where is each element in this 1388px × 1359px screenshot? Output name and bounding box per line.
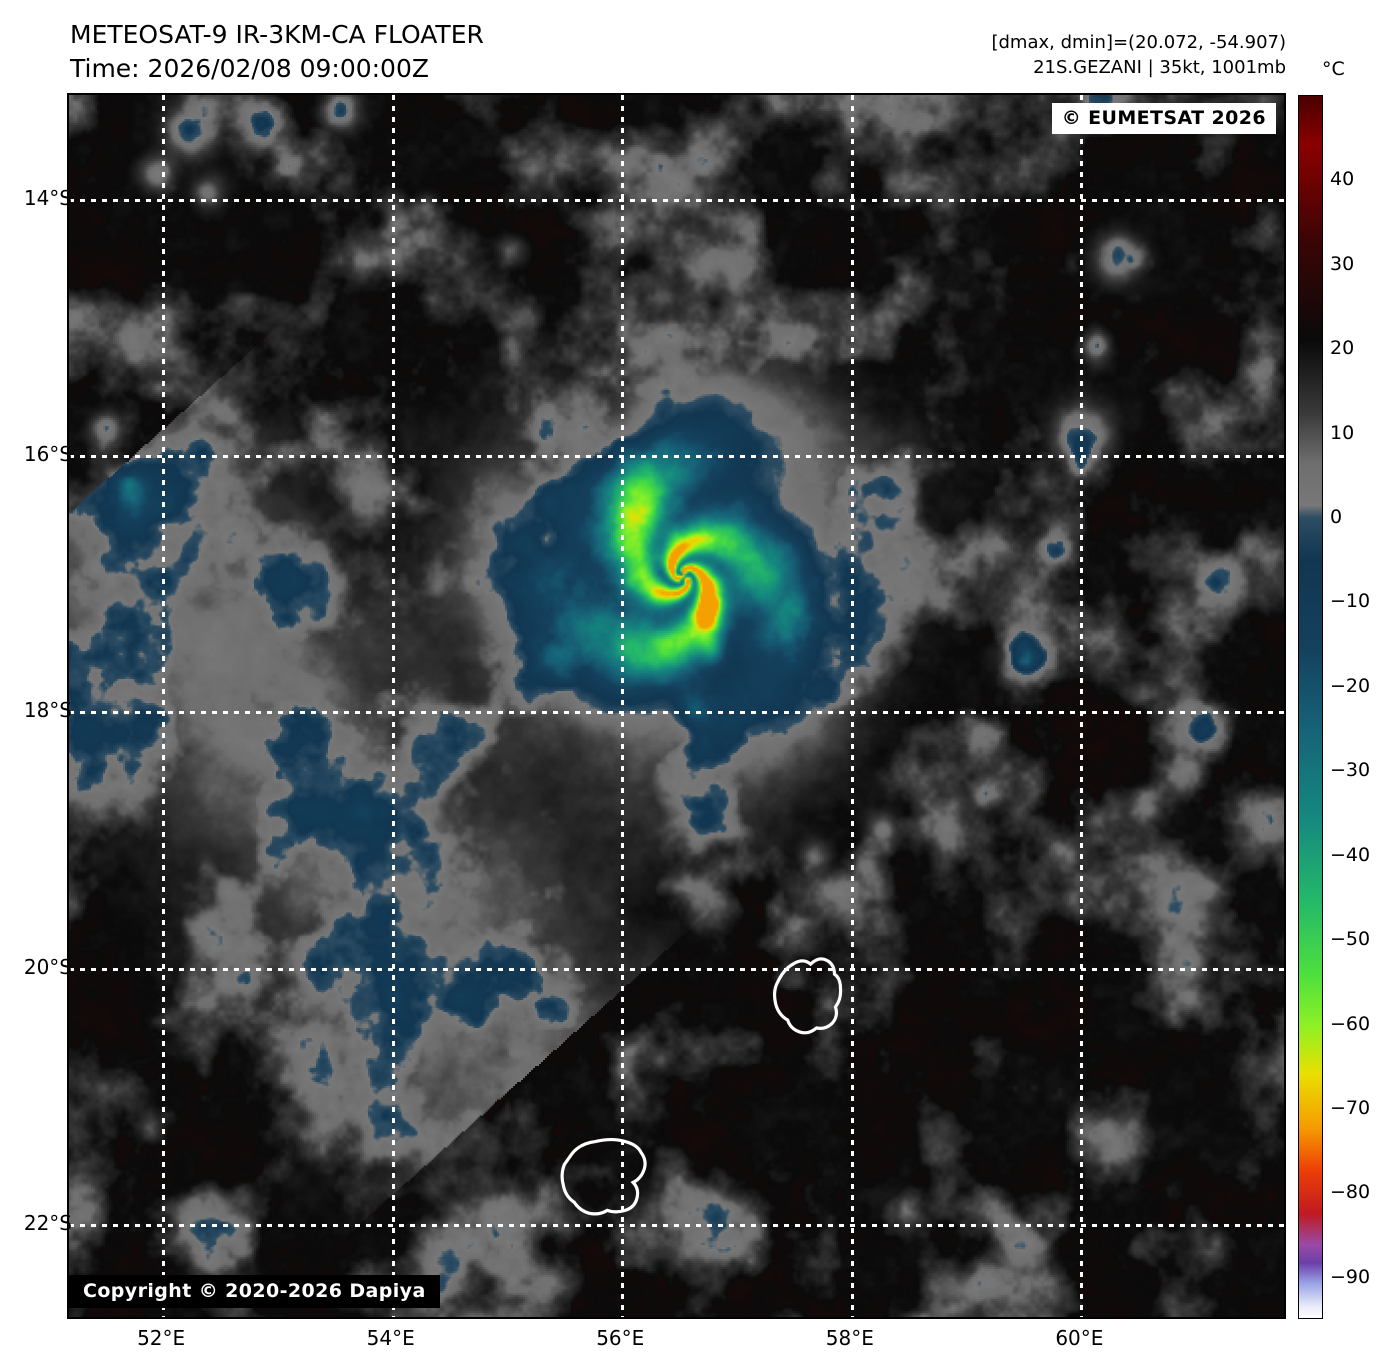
lon-tick-58: 58°E [825,1326,874,1350]
storm-info-label: 21S.GEZANI | 35kt, 1001mb [1033,57,1286,78]
metadata-block: [dmax, dmin]=(20.072, -54.907) 21S.GEZAN… [991,30,1286,80]
satellite-image-plot[interactable]: © EUMETSAT 2026 Copyright © 2020-2026 Da… [67,93,1286,1319]
page-title: METEOSAT-9 IR-3KM-CA FLOATER [70,20,484,49]
dmax-dmin-label: [dmax, dmin]=(20.072, -54.907) [991,32,1286,53]
island-outlines [560,957,843,1216]
lat-tick-18: 18°S [23,698,72,723]
colorbar-tick-neg90: −90 [1330,1265,1371,1288]
colorbar-tick-neg30: −30 [1330,759,1371,782]
colorbar-tick-neg20: −20 [1330,674,1371,697]
lon-tick-52: 52°E [137,1326,186,1350]
colorbar-tick-20: 20 [1330,337,1355,360]
eumetsat-copyright-badge: © EUMETSAT 2026 [1051,103,1276,134]
colorbar-tick-neg70: −70 [1330,1096,1371,1119]
colorbar-tick-neg50: −50 [1330,928,1371,951]
lon-tick-54: 54°E [366,1326,415,1350]
lat-tick-16: 16°S [23,442,72,467]
lon-tick-60: 60°E [1055,1326,1104,1350]
colorbar-tick-neg60: −60 [1330,1012,1371,1035]
colorbar-tick-0: 0 [1330,506,1343,529]
lat-tick-14: 14°S [23,186,72,211]
title-block: METEOSAT-9 IR-3KM-CA FLOATER Time: 2026/… [70,18,484,86]
colorbar-tick-30: 30 [1330,252,1355,275]
mauritius-outline [772,957,843,1035]
dapiya-copyright-badge: Copyright © 2020-2026 Dapiya [69,1275,440,1308]
colorbar-unit-label: °C [1322,58,1345,80]
colorbar-tick-neg80: −80 [1330,1181,1371,1204]
colorbar-tick-neg10: −10 [1330,590,1371,613]
timestamp-label: Time: 2026/02/08 09:00:00Z [70,54,429,83]
colorbar-gradient [1299,96,1322,1318]
lat-tick-22: 22°S [23,1210,72,1235]
colorbar-tick-10: 10 [1330,421,1355,444]
colorbar-tick-neg40: −40 [1330,843,1371,866]
reunion-outline [560,1137,647,1216]
colorbar-tick-40: 40 [1330,168,1355,191]
lon-tick-56: 56°E [596,1326,645,1350]
lat-tick-20: 20°S [23,954,72,979]
temperature-colorbar[interactable] [1298,95,1323,1319]
